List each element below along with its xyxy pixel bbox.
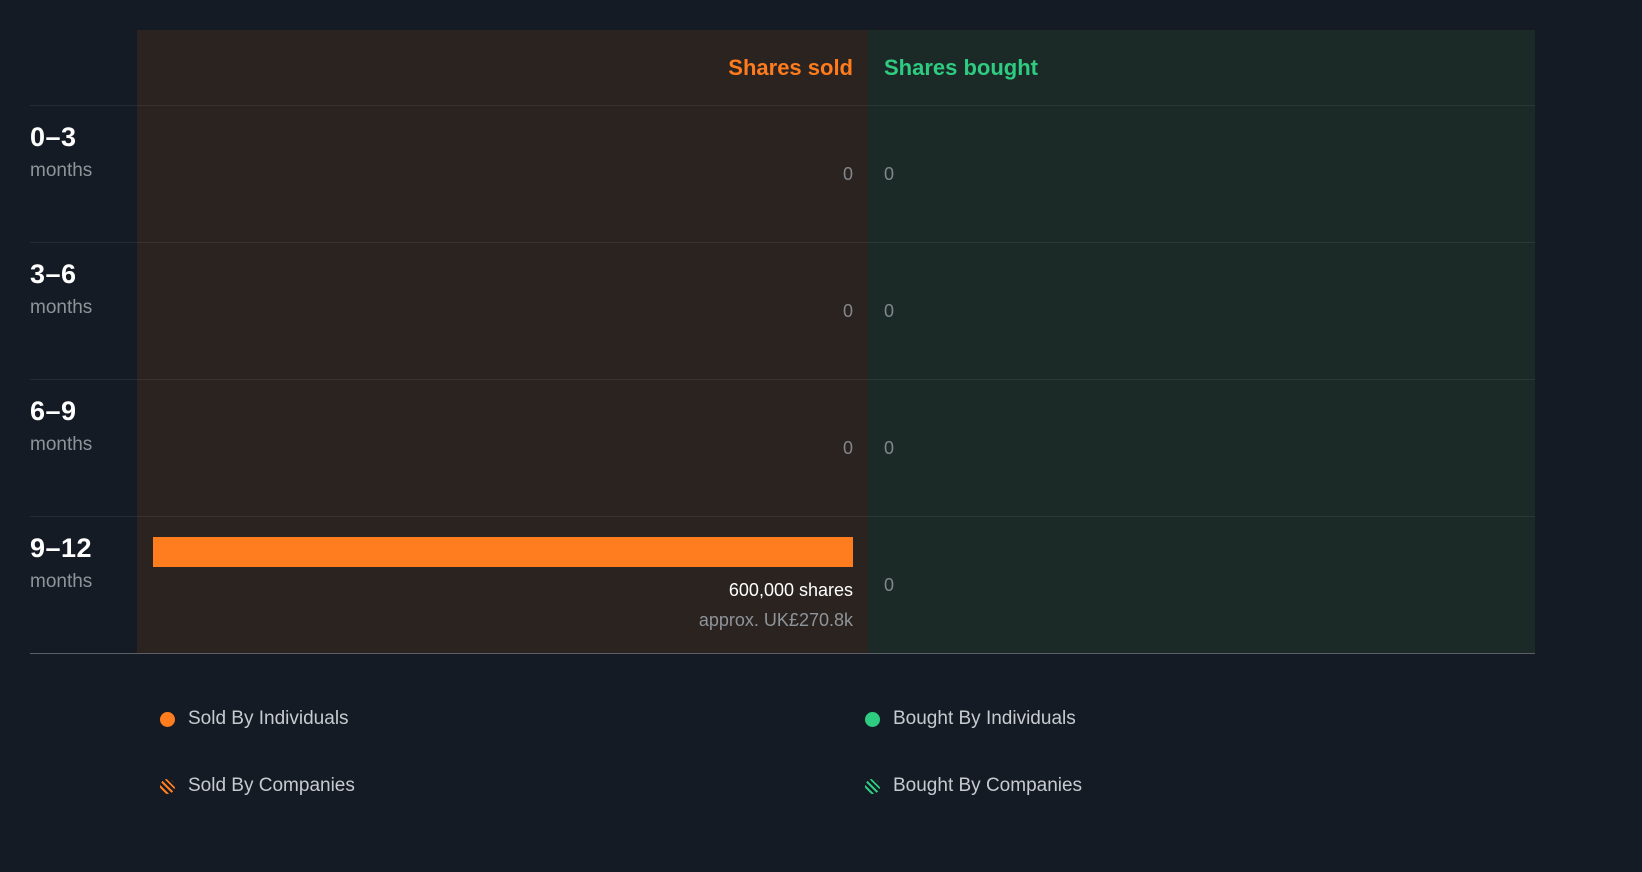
legend-label: Sold By Individuals	[188, 708, 349, 729]
legend-label: Bought By Individuals	[893, 708, 1076, 729]
sold-companies-hatched-swatch-icon	[160, 778, 175, 794]
legend-item-sold-by-individuals: Sold By Individuals	[160, 708, 865, 730]
bought-value-cell-6-9: 0	[868, 379, 1535, 516]
sold-value-cell-3-6: 0	[137, 242, 868, 379]
sold-shares-label: 600,000 shares	[728, 580, 853, 600]
period-unit: months	[30, 297, 93, 318]
sold-value-cell-0-3: 0	[137, 105, 868, 242]
sold-value-cell-9-12: 600,000 shares approx. UK£270.8k	[137, 516, 868, 653]
legend: Sold By Individuals Bought By Individual…	[160, 708, 1082, 797]
period-unit: months	[30, 434, 93, 455]
period-label: 3–6	[30, 259, 77, 289]
bought-value: 0	[884, 163, 895, 184]
shares-sold-header: Shares sold	[728, 54, 853, 80]
sold-column-header-cell: Shares sold	[137, 30, 868, 105]
bought-value-cell-0-3: 0	[868, 105, 1535, 242]
period-unit: months	[30, 571, 93, 592]
bought-value-cell-3-6: 0	[868, 242, 1535, 379]
bought-value: 0	[884, 300, 895, 321]
period-label: 0–3	[30, 122, 77, 152]
sold-individuals-swatch-icon	[160, 711, 175, 727]
sold-value: 0	[842, 163, 853, 184]
period-label: 9–12	[30, 533, 93, 563]
period-label: 6–9	[30, 396, 77, 426]
sold-approx-label: approx. UK£270.8k	[698, 610, 853, 630]
row-label-3-6: 3–6 months	[30, 242, 137, 379]
row-label-6-9: 6–9 months	[30, 379, 137, 516]
bought-value-cell-9-12: 0	[868, 516, 1535, 653]
sold-bar	[153, 537, 853, 567]
sold-value: 0	[842, 437, 853, 458]
legend-label: Sold By Companies	[188, 775, 355, 796]
bought-value: 0	[884, 437, 895, 458]
legend-item-sold-by-companies: Sold By Companies	[160, 775, 865, 797]
header-spacer	[30, 30, 137, 105]
sold-value: 0	[842, 300, 853, 321]
shares-bought-header: Shares bought	[884, 54, 1039, 80]
row-label-0-3: 0–3 months	[30, 105, 137, 242]
legend-item-bought-by-companies: Bought By Companies	[865, 775, 1082, 797]
period-unit: months	[30, 160, 93, 181]
bought-individuals-swatch-icon	[865, 711, 880, 727]
bought-companies-hatched-swatch-icon	[865, 778, 880, 794]
row-label-9-12: 9–12 months	[30, 516, 137, 653]
chart-baseline	[30, 653, 1535, 654]
bought-value: 0	[884, 574, 895, 595]
chart-grid: Shares sold Shares bought 0–3 months 0 0…	[30, 30, 1535, 653]
sold-value-cell-6-9: 0	[137, 379, 868, 516]
legend-item-bought-by-individuals: Bought By Individuals	[865, 708, 1082, 730]
bought-column-header-cell: Shares bought	[868, 30, 1535, 105]
legend-label: Bought By Companies	[893, 775, 1083, 796]
